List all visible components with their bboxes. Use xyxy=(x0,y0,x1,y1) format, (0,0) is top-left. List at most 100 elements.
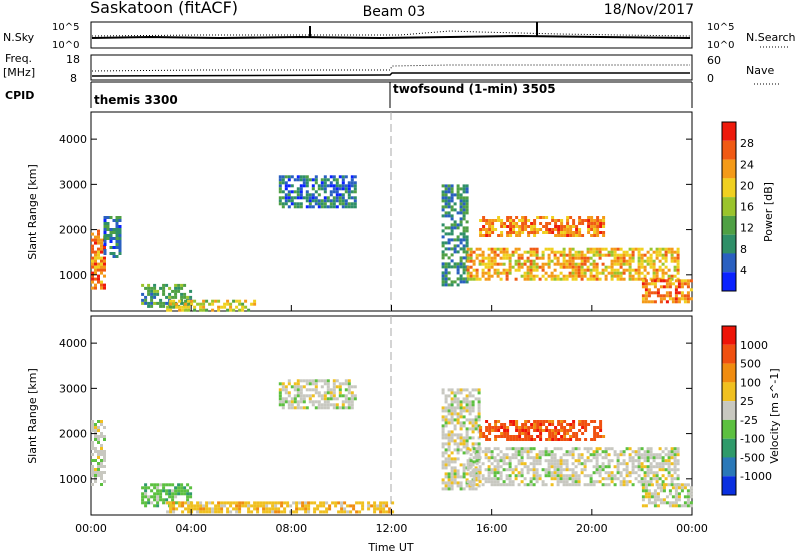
velocity-cell xyxy=(601,483,605,487)
power-cell xyxy=(634,268,638,272)
velocity-cell xyxy=(577,459,581,463)
velocity-cell xyxy=(520,480,524,484)
velocity-colorbar-tick: -1000 xyxy=(740,470,772,483)
velocity-cell xyxy=(299,379,303,383)
velocity-cell xyxy=(453,466,457,470)
power-cell xyxy=(335,199,339,203)
power-cell xyxy=(577,250,581,254)
velocity-cell xyxy=(526,453,530,457)
velocity-cell xyxy=(144,504,148,508)
velocity-cell xyxy=(607,453,611,457)
velocity-cell xyxy=(319,504,323,508)
velocity-cell xyxy=(583,483,587,487)
power-cell xyxy=(332,202,336,206)
velocity-cell xyxy=(491,426,495,429)
power-cell xyxy=(496,253,500,257)
velocity-cell xyxy=(338,382,342,386)
power-cell xyxy=(574,253,578,257)
nsky-label: N.Sky xyxy=(3,31,35,44)
velocity-cell xyxy=(628,474,632,478)
velocity-cell xyxy=(649,471,653,475)
velocity-cell xyxy=(506,438,510,441)
power-cell xyxy=(493,259,497,263)
freq-unit: [MHz] xyxy=(3,66,35,79)
velocity-cell xyxy=(329,391,333,395)
velocity-cell xyxy=(496,471,500,475)
velocity-cell xyxy=(474,421,478,425)
power-cell xyxy=(441,208,445,212)
velocity-cell xyxy=(674,486,678,490)
velocity-cell xyxy=(223,501,227,505)
velocity-cell xyxy=(91,420,94,423)
velocity-cell xyxy=(524,426,528,429)
velocity-cell xyxy=(514,456,518,460)
velocity-cell xyxy=(468,436,472,440)
velocity-cell xyxy=(686,498,690,502)
power-cell xyxy=(542,225,546,228)
power-data-cells xyxy=(91,175,693,312)
velocity-cell xyxy=(659,486,663,490)
velocity-cell xyxy=(550,462,554,466)
power-cell xyxy=(447,202,451,206)
velocity-cell xyxy=(572,426,576,429)
velocity-cell xyxy=(550,453,554,457)
power-cell xyxy=(447,265,451,269)
power-cell xyxy=(172,305,176,309)
velocity-cell xyxy=(577,456,581,460)
velocity-cell xyxy=(478,456,482,460)
power-cell xyxy=(459,280,463,284)
velocity-cell xyxy=(574,465,578,469)
velocity-cell xyxy=(509,435,513,438)
velocity-cell xyxy=(613,453,617,457)
velocity-cell xyxy=(517,447,521,451)
power-cell xyxy=(566,222,570,225)
power-cell xyxy=(602,219,606,222)
velocity-cell xyxy=(453,400,457,404)
velocity-cell xyxy=(459,403,463,407)
power-cell xyxy=(644,300,648,304)
power-cell xyxy=(459,259,463,263)
velocity-cell xyxy=(153,504,157,508)
velocity-cell xyxy=(574,459,578,463)
power-cell xyxy=(578,222,582,225)
power-cell xyxy=(441,241,445,245)
power-cell xyxy=(668,279,672,283)
velocity-cell xyxy=(622,459,626,463)
velocity-cell xyxy=(521,429,525,432)
velocity-cell xyxy=(471,445,475,449)
power-cell xyxy=(592,265,596,269)
velocity-cell xyxy=(541,453,545,457)
velocity-cell xyxy=(673,462,677,466)
power-cell xyxy=(484,277,488,281)
velocity-cell xyxy=(156,504,160,508)
velocity-cell xyxy=(586,447,590,451)
power-cell xyxy=(590,225,594,228)
velocity-cell xyxy=(271,501,275,505)
velocity-cell xyxy=(100,474,103,477)
velocity-cell xyxy=(607,474,611,478)
velocity-cell xyxy=(520,453,524,457)
velocity-cell xyxy=(550,456,554,460)
velocity-cell xyxy=(323,379,327,383)
velocity-cell xyxy=(466,450,470,454)
velocity-cell xyxy=(211,510,215,514)
velocity-cell xyxy=(456,442,460,446)
velocity-cell xyxy=(459,433,463,437)
velocity-cell xyxy=(262,507,266,511)
power-cell xyxy=(554,219,558,222)
power-cell xyxy=(574,250,578,254)
velocity-cell xyxy=(556,447,560,451)
power-cell xyxy=(314,181,318,185)
velocity-cell xyxy=(286,504,290,508)
velocity-cell xyxy=(575,438,579,441)
power-cell xyxy=(344,184,348,188)
power-cell xyxy=(670,247,674,251)
power-cell xyxy=(526,256,530,260)
power-cell xyxy=(338,184,342,188)
velocity-cell xyxy=(465,478,469,482)
velocity-cell xyxy=(172,510,176,514)
velocity-cell xyxy=(641,486,645,490)
power-cell xyxy=(147,301,151,305)
power-cell xyxy=(508,262,512,266)
power-cell xyxy=(112,228,116,231)
